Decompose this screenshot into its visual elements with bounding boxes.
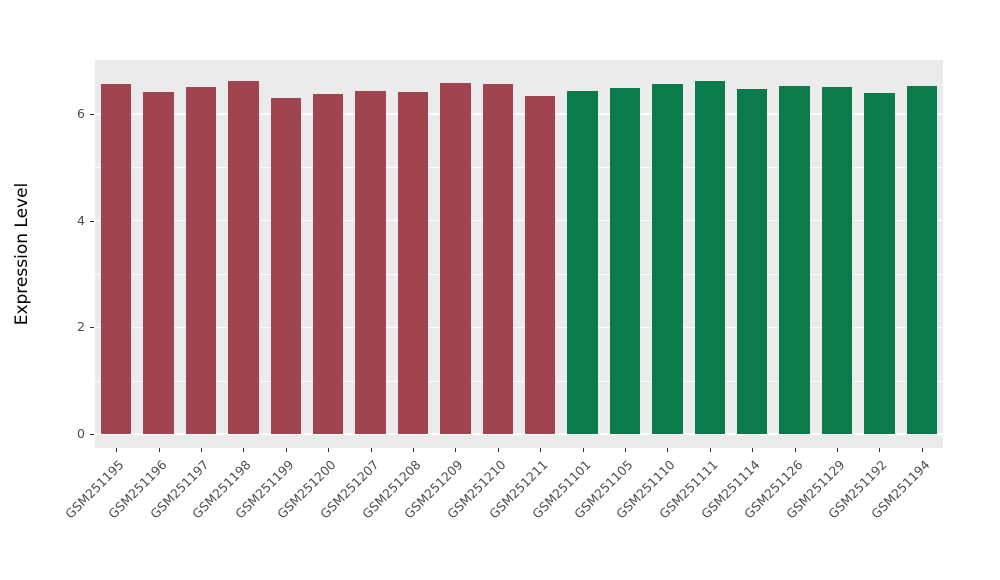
bar xyxy=(779,85,810,434)
bar xyxy=(609,88,641,434)
bar xyxy=(482,83,514,434)
x-tick-mark xyxy=(752,448,754,452)
x-tick-mark xyxy=(497,448,499,452)
x-tick-mark xyxy=(285,448,287,452)
bar xyxy=(906,86,938,434)
bar xyxy=(228,81,259,434)
gridline-major xyxy=(95,433,943,435)
plot-panel xyxy=(95,60,943,448)
gridline-major xyxy=(95,219,943,222)
y-tick-label: 2 xyxy=(77,319,85,335)
x-tick-mark xyxy=(328,448,330,452)
bar xyxy=(694,80,726,434)
gridline-minor xyxy=(95,380,943,382)
bar xyxy=(143,91,174,434)
x-tick-mark xyxy=(116,448,118,452)
bar xyxy=(270,98,302,434)
x-tick-mark xyxy=(413,448,414,452)
y-tick-label: 4 xyxy=(77,212,85,228)
y-axis-title: Expression Level xyxy=(12,182,32,326)
bar xyxy=(864,93,895,434)
gridline-major xyxy=(95,113,943,115)
bar xyxy=(567,90,598,434)
gridline-major xyxy=(95,326,943,329)
x-tick-mark xyxy=(158,448,160,452)
gridline-minor xyxy=(95,167,943,169)
y-tick-mark xyxy=(90,114,94,115)
x-tick-mark xyxy=(921,448,923,452)
y-tick-mark xyxy=(90,220,94,222)
gridline-minor xyxy=(95,274,943,275)
bar xyxy=(100,83,132,434)
bar xyxy=(397,92,429,434)
x-tick-mark xyxy=(709,448,711,452)
bar xyxy=(821,87,853,434)
x-tick-mark xyxy=(794,448,796,452)
y-tick-mark xyxy=(90,434,94,435)
x-tick-mark xyxy=(370,448,372,452)
y-tick-label: 0 xyxy=(77,426,85,441)
bar xyxy=(736,89,768,434)
bar xyxy=(440,82,471,434)
x-tick-mark xyxy=(837,448,838,452)
y-tick-mark xyxy=(90,327,94,329)
x-tick-mark xyxy=(540,448,542,452)
x-tick-mark xyxy=(243,448,245,452)
bar xyxy=(652,83,683,434)
x-tick-mark xyxy=(625,448,626,452)
y-tick-label: 6 xyxy=(77,106,85,121)
bar xyxy=(312,94,344,434)
x-tick-mark xyxy=(582,448,584,452)
x-tick-mark xyxy=(667,448,669,452)
bar xyxy=(524,96,556,434)
x-tick-mark xyxy=(201,448,202,452)
x-tick-mark xyxy=(455,448,457,452)
x-tick-mark xyxy=(879,448,881,452)
bar xyxy=(355,90,386,434)
bar xyxy=(185,87,217,434)
